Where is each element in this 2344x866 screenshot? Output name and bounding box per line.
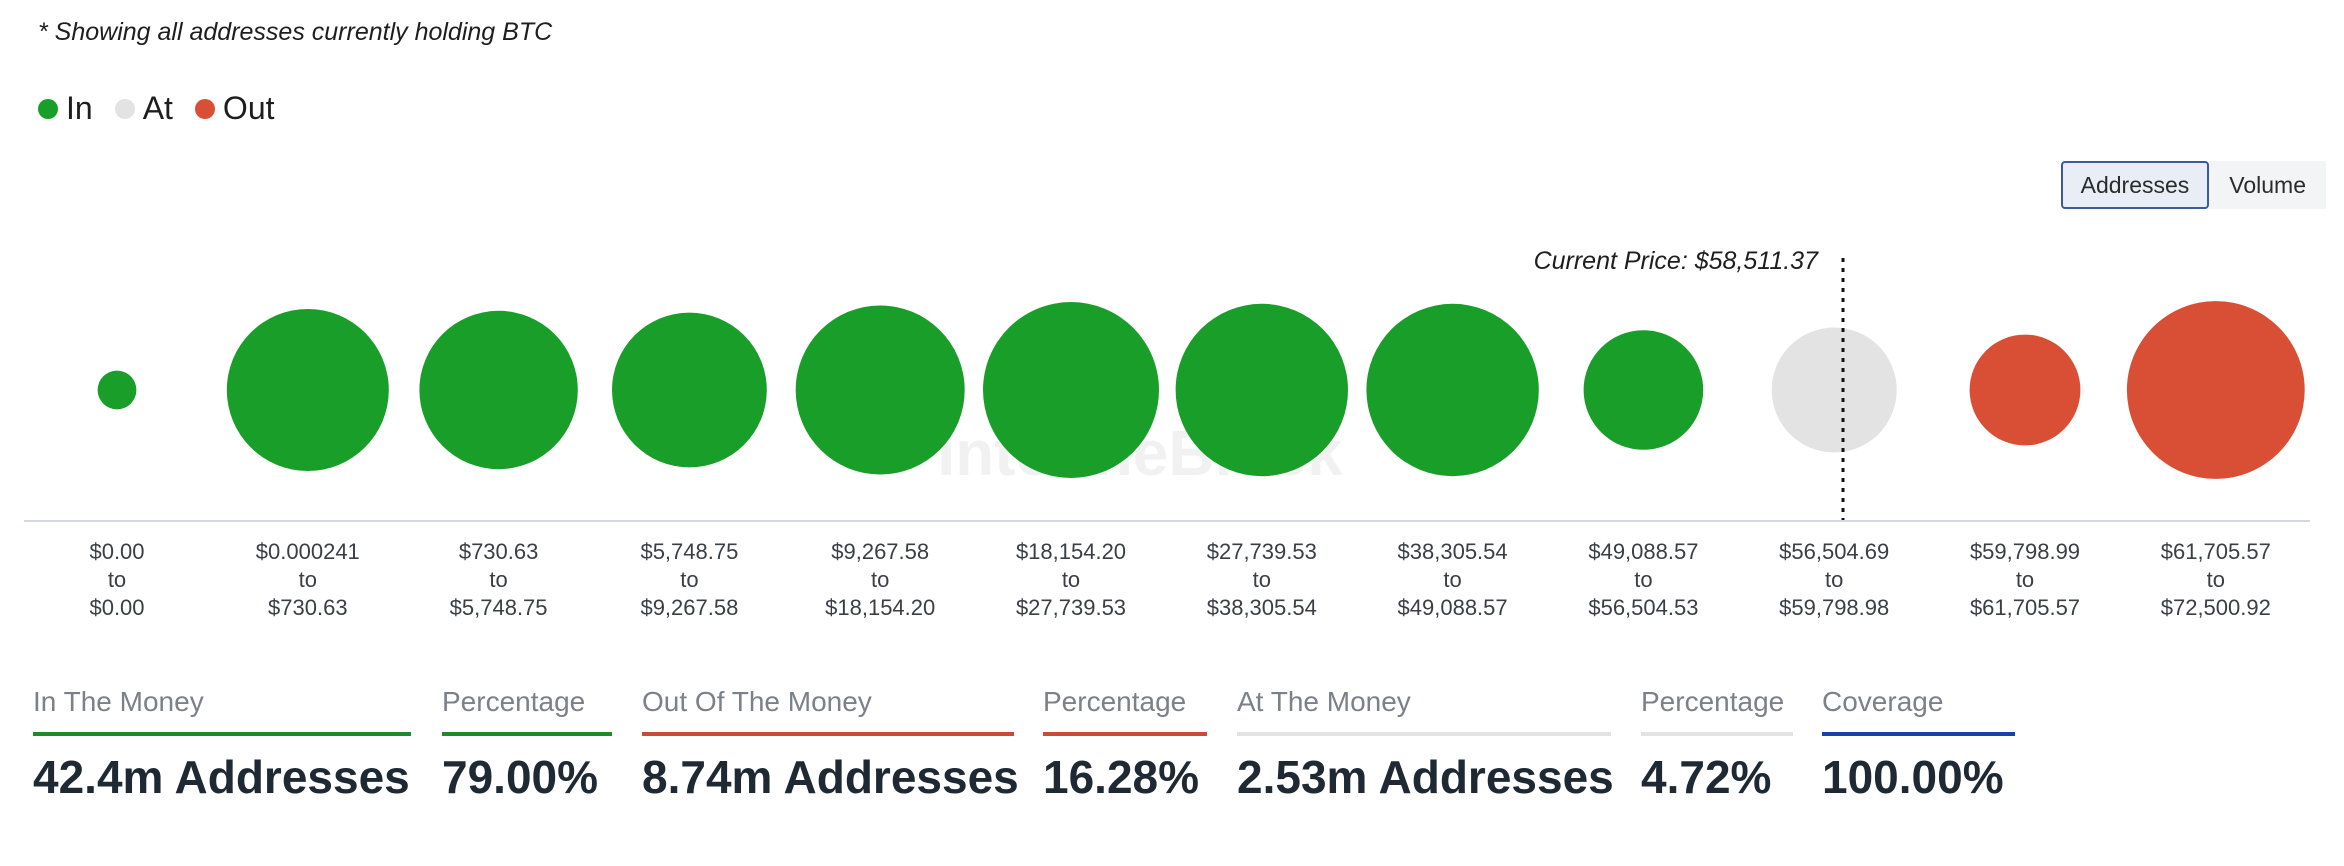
metric-value: 100.00% <box>1822 751 2004 803</box>
x-tick-label-11-to: $72,500.92 <box>2161 595 2271 620</box>
x-tick-label-8-to: $56,504.53 <box>1588 595 1698 620</box>
current-price-label: Current Price: $58,511.37 <box>1534 247 1820 275</box>
x-tick-label-7-to: $49,088.57 <box>1398 595 1508 620</box>
metric-underline <box>1822 732 2015 736</box>
bubble-at-9[interactable] <box>1771 327 1897 453</box>
metric-value: 42.4m Addresses <box>33 751 410 803</box>
bubble-in-2[interactable] <box>419 310 578 470</box>
x-tick-label-9-to-word: to <box>1825 567 1843 592</box>
legend-label-out: Out <box>222 90 275 126</box>
metric-value: 79.00% <box>442 751 599 803</box>
legend-label-at: At <box>142 90 173 126</box>
x-tick-label-1-to-word: to <box>299 567 317 592</box>
metric-value: 2.53m Addresses <box>1237 751 1614 803</box>
x-tick-label-10-from: $59,798.99 <box>1970 539 2080 564</box>
x-tick-label-7-from: $38,305.54 <box>1398 539 1508 564</box>
metric-label: At The Money <box>1237 686 1411 717</box>
bubble-in-6[interactable] <box>1175 303 1349 477</box>
legend-dot-at <box>114 98 135 119</box>
metric-underline <box>1043 732 1207 736</box>
legend-dot-in <box>38 98 58 119</box>
x-tick-label-1-from: $0.000241 <box>256 539 360 564</box>
x-tick-label-11-from: $61,705.57 <box>2161 539 2271 564</box>
x-tick-label-5-to-word: to <box>1062 567 1080 592</box>
footnote: * Showing all addresses currently holdin… <box>38 18 553 46</box>
x-tick-label-7-to-word: to <box>1443 567 1461 592</box>
metric-toggle: Addresses Volume <box>2060 161 2326 209</box>
metric-label: Percentage <box>442 686 586 717</box>
bubble-in-3[interactable] <box>612 312 767 468</box>
x-tick-label-11-to-word: to <box>2207 567 2225 592</box>
bubble-in-8[interactable] <box>1583 330 1704 450</box>
x-tick-label-0-to-word: to <box>108 567 126 592</box>
x-tick-label-10-to: $61,705.57 <box>1970 595 2080 620</box>
bubble-in-7[interactable] <box>1366 303 1539 477</box>
metric-label: In The Money <box>33 686 204 717</box>
metric-underline <box>442 732 612 736</box>
metric-out-of-the-money: Out Of The Money 8.74m Addresses <box>642 686 1019 804</box>
x-tick-label-3-from: $5,748.75 <box>640 539 738 564</box>
legend-item-in[interactable]: In <box>38 90 93 127</box>
current-price-marker: Current Price: $58,511.37 <box>1534 247 1845 520</box>
bubble-in-5[interactable] <box>983 302 1159 478</box>
metric-label: Percentage <box>1043 686 1187 717</box>
x-tick-label-4-from: $9,267.58 <box>831 539 929 564</box>
x-tick-label-6-to: $38,305.54 <box>1207 595 1317 620</box>
x-tick-label-8-from: $49,088.57 <box>1588 539 1698 564</box>
x-tick-label-2-to-word: to <box>489 567 507 592</box>
bubble-out-10[interactable] <box>1969 334 2081 446</box>
bubble-chart: IntoTheBlock Current Price: $58,511.37 $… <box>24 247 2310 620</box>
bubble-in-4[interactable] <box>795 305 965 475</box>
legend-item-out[interactable]: Out <box>194 90 275 127</box>
x-tick-label-3-to: $9,267.58 <box>640 595 738 620</box>
metric-label: Coverage <box>1822 686 1944 717</box>
x-tick-label-9-from: $56,504.69 <box>1779 539 1889 564</box>
addresses-toggle-button[interactable]: Addresses <box>2060 161 2210 209</box>
metric-out-percentage: Percentage 16.28% <box>1043 686 1207 804</box>
metric-label: Percentage <box>1641 686 1785 717</box>
metric-value: 4.72% <box>1641 751 1772 803</box>
summary-metrics: In The Money 42.4m Addresses Percentage 79.… <box>0 686 2344 836</box>
x-tick-label-6-to-word: to <box>1253 567 1271 592</box>
metric-at-the-money: At The Money 2.53m Addresses <box>1237 686 1614 804</box>
metric-in-the-money: In The Money 42.4m Addresses <box>33 686 411 804</box>
metric-in-percentage: Percentage 79.00% <box>442 686 612 804</box>
metric-underline <box>33 732 411 736</box>
x-tick-label-6-from: $27,739.53 <box>1207 539 1317 564</box>
x-tick-label-3-to-word: to <box>680 567 698 592</box>
metric-underline <box>642 732 1014 736</box>
metric-label: Out Of The Money <box>642 686 872 717</box>
x-tick-label-5-to: $27,739.53 <box>1016 595 1126 620</box>
x-tick-label-9-to: $59,798.98 <box>1779 595 1889 620</box>
volume-toggle-button[interactable]: Volume <box>2209 161 2326 209</box>
x-tick-label-8-to-word: to <box>1634 567 1652 592</box>
x-tick-label-2-to: $5,748.75 <box>450 595 548 620</box>
x-axis-labels: $0.00 to $0.00 $0.000241 to $730.63 $730.63 to $… <box>89 539 2270 620</box>
bubble-out-11[interactable] <box>2126 301 2305 479</box>
x-tick-label-4-to-word: to <box>871 567 889 592</box>
metric-at-percentage: Percentage 4.72% <box>1641 686 1793 804</box>
x-tick-label-10-to-word: to <box>2016 567 2034 592</box>
bubbles-group <box>97 301 2305 479</box>
metric-underline <box>1237 732 1611 736</box>
x-tick-label-0-from: $0.00 <box>89 539 144 564</box>
x-tick-label-1-to: $730.63 <box>268 595 348 620</box>
legend-label-in: In <box>66 90 93 126</box>
x-tick-label-2-from: $730.63 <box>459 539 539 564</box>
x-tick-label-5-from: $18,154.20 <box>1016 539 1126 564</box>
bubble-in-1[interactable] <box>226 309 389 471</box>
metric-value: 16.28% <box>1043 751 1200 803</box>
legend: In At Out <box>38 90 297 127</box>
bubble-in-0[interactable] <box>97 370 137 410</box>
legend-dot-out <box>194 98 215 119</box>
legend-item-at[interactable]: At <box>114 90 173 127</box>
metric-value: 8.74m Addresses <box>642 751 1019 803</box>
metric-underline <box>1641 732 1793 736</box>
x-tick-label-0-to: $0.00 <box>89 595 144 620</box>
metric-coverage: Coverage 100.00% <box>1822 686 2015 804</box>
x-tick-label-4-to: $18,154.20 <box>825 595 935 620</box>
